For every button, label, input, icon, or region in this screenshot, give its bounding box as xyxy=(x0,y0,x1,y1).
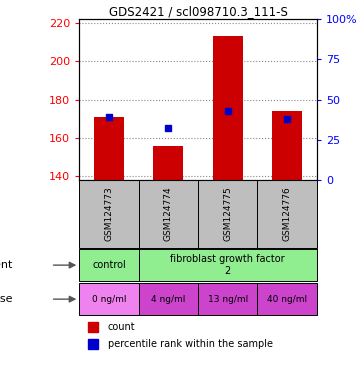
Text: GSM124774: GSM124774 xyxy=(164,187,173,242)
Bar xyxy=(139,180,198,248)
Text: 40 ng/ml: 40 ng/ml xyxy=(267,295,307,304)
Bar xyxy=(198,283,257,316)
Title: GDS2421 / scl098710.3_111-S: GDS2421 / scl098710.3_111-S xyxy=(109,5,287,18)
Bar xyxy=(139,249,317,281)
Bar xyxy=(198,180,257,248)
Text: control: control xyxy=(92,260,126,270)
Bar xyxy=(213,36,243,180)
Bar xyxy=(79,283,139,316)
Text: 4 ng/ml: 4 ng/ml xyxy=(151,295,185,304)
Text: GSM124776: GSM124776 xyxy=(283,187,292,242)
Text: agent: agent xyxy=(0,260,13,270)
Text: count: count xyxy=(108,321,135,331)
Bar xyxy=(139,283,198,316)
Bar xyxy=(272,111,302,180)
Bar xyxy=(79,249,139,281)
Bar xyxy=(257,180,317,248)
Bar xyxy=(153,146,183,180)
Text: dose: dose xyxy=(0,294,13,304)
Text: 0 ng/ml: 0 ng/ml xyxy=(92,295,126,304)
Text: GSM124773: GSM124773 xyxy=(104,187,113,242)
Bar xyxy=(79,180,139,248)
Text: 13 ng/ml: 13 ng/ml xyxy=(208,295,248,304)
Bar xyxy=(257,283,317,316)
Text: fibroblast growth factor
2: fibroblast growth factor 2 xyxy=(170,254,285,276)
Text: percentile rank within the sample: percentile rank within the sample xyxy=(108,339,273,349)
Bar xyxy=(94,117,124,180)
Text: GSM124775: GSM124775 xyxy=(223,187,232,242)
